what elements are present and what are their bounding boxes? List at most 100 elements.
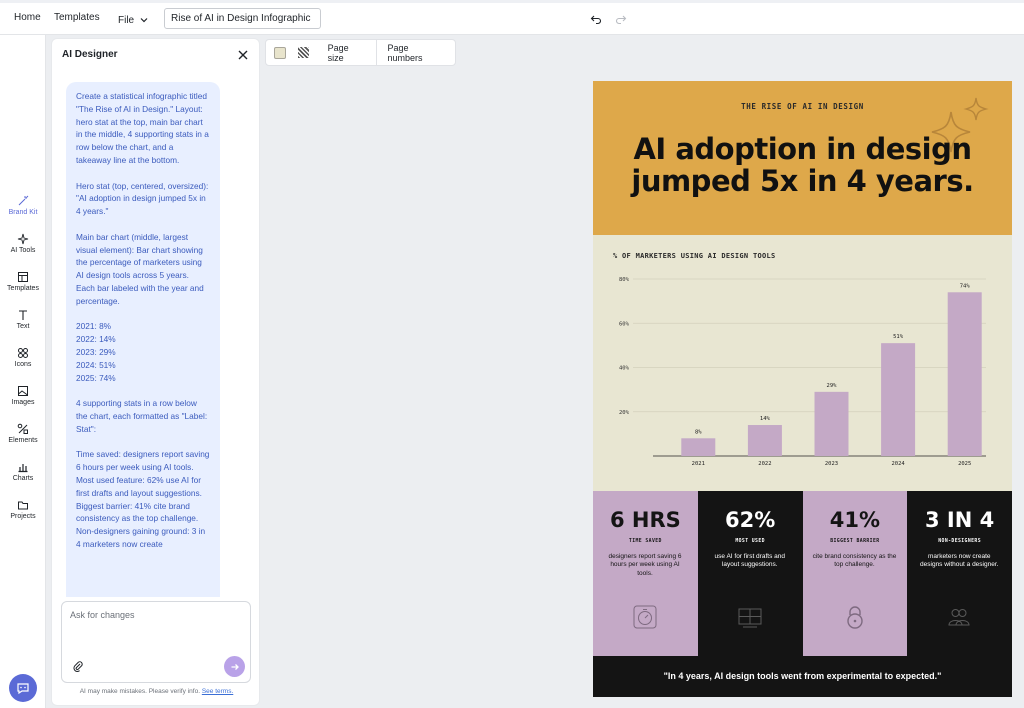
rail-brand-kit-label: Brand Kit: [8, 209, 38, 216]
y-tick-label: 80%: [619, 277, 630, 283]
paperclip-icon[interactable]: [72, 660, 84, 672]
rail-brand-kit[interactable]: Brand Kit: [0, 195, 46, 216]
bar: [747, 425, 782, 456]
rail-elements-label: Elements: [8, 437, 38, 444]
stat-card-non-designers[interactable]: 3 IN 4 NON-DESIGNERS marketers now creat…: [907, 491, 1012, 656]
stats-row: 6 HRS TIME SAVED designers report saving…: [593, 491, 1012, 656]
stat-label: MOST USED: [735, 539, 765, 544]
rail-images[interactable]: Images: [0, 385, 46, 406]
templates-icon: [18, 272, 28, 282]
infographic-page[interactable]: THE RISE OF AI IN DESIGN AI adoption in …: [593, 81, 1012, 697]
rail-text[interactable]: Text: [0, 309, 46, 330]
left-rail: Brand Kit AI Tools Templates Text Icons …: [0, 35, 46, 708]
elements-icon: [17, 423, 28, 434]
rail-charts[interactable]: Charts: [0, 461, 46, 482]
bar: [681, 438, 716, 456]
y-tick-label: 60%: [619, 321, 630, 327]
magic-wand-icon: [18, 195, 29, 206]
lock-icon: [846, 606, 863, 629]
redo-icon[interactable]: [615, 13, 627, 25]
file-menu-button[interactable]: File: [118, 10, 148, 30]
rail-icons[interactable]: Icons: [0, 347, 46, 368]
toolbar-divider: [376, 39, 378, 66]
people-icon: [948, 609, 970, 626]
stat-description: marketers now create designs without a d…: [920, 553, 999, 569]
rail-charts-label: Charts: [12, 475, 34, 482]
stat-card-biggest-barrier[interactable]: 41% BIGGEST BARRIER cite brand consisten…: [802, 491, 908, 656]
bar-value-label: 29%: [827, 383, 838, 389]
stat-value: 6 HRS: [609, 508, 681, 532]
bar-value-label: 51%: [893, 334, 904, 340]
layout-icon: [738, 608, 762, 628]
arrow-right-icon: [231, 663, 239, 670]
stat-description: designers report saving 6 hours per week…: [608, 553, 682, 577]
bar-value-label: 14%: [760, 416, 771, 422]
rail-projects[interactable]: Projects: [0, 499, 46, 520]
page-numbers-button[interactable]: Page numbers: [387, 42, 423, 63]
rail-templates-label: Templates: [7, 285, 39, 292]
rail-icons-label: Icons: [14, 361, 32, 368]
rail-ai-tools-label: AI Tools: [10, 247, 36, 254]
infographic-eyebrow: THE RISE OF AI IN DESIGN: [741, 102, 864, 111]
hero-headline: AI adoption in design jumped 5x in 4 yea…: [593, 133, 1012, 197]
templates-link[interactable]: Templates: [54, 12, 100, 23]
send-button[interactable]: [224, 656, 245, 677]
disclaimer-text: AI may make mistakes. Please verify info…: [79, 688, 201, 695]
undo-icon[interactable]: [590, 13, 602, 25]
hero-section[interactable]: THE RISE OF AI IN DESIGN AI adoption in …: [593, 81, 1012, 235]
rail-text-label: Text: [16, 323, 30, 330]
stat-description: cite brand consistency as the top challe…: [812, 553, 897, 569]
page-size-button[interactable]: Page size: [327, 42, 349, 63]
ai-designer-panel: AI Designer Create a statistical infogra…: [51, 38, 260, 706]
stat-value: 62%: [724, 508, 776, 532]
rail-images-label: Images: [11, 399, 35, 406]
bar-chart[interactable]: 20% 40% 60% 80% 8% 2021 14% 2022 29% 2023 51% 2024 7…: [593, 266, 1012, 471]
background-color-swatch[interactable]: [274, 46, 286, 59]
see-terms-link[interactable]: See terms.: [201, 688, 234, 695]
stat-label: TIME SAVED: [628, 539, 662, 544]
y-tick-label: 40%: [619, 366, 630, 372]
y-tick-label: 20%: [619, 410, 630, 416]
close-icon[interactable]: [236, 48, 250, 62]
home-link[interactable]: Home: [14, 12, 41, 23]
panel-title: AI Designer: [62, 49, 118, 60]
x-tick-label: 2023: [825, 461, 838, 467]
rail-templates[interactable]: Templates: [0, 271, 46, 292]
ask-for-changes-input[interactable]: [70, 610, 240, 650]
bar-value-label: 74%: [960, 283, 971, 289]
stat-value: 3 IN 4: [925, 508, 995, 532]
folder-icon: [18, 501, 28, 510]
bar: [881, 343, 916, 456]
ai-disclaimer: AI may make mistakes. Please verify info…: [52, 688, 261, 695]
rail-elements[interactable]: Elements: [0, 423, 46, 444]
rail-projects-label: Projects: [10, 513, 36, 520]
icons-icon: [18, 348, 28, 358]
top-bar: Home Templates File: [0, 0, 1024, 35]
takeaway-line: "In 4 years, AI design tools went from e…: [593, 656, 1012, 697]
bar: [947, 292, 982, 456]
stat-label: NON-DESIGNERS: [938, 539, 981, 544]
canvas-toolbar: Page size Page numbers: [265, 39, 456, 66]
ai-chat-button[interactable]: [9, 674, 37, 702]
bar: [814, 391, 849, 456]
image-icon: [18, 386, 28, 396]
stat-description: use AI for first drafts and layout sugge…: [714, 553, 785, 569]
file-menu-label: File: [118, 14, 135, 26]
sparkles-icon: [17, 233, 29, 245]
headline-line-2: jumped 5x in 4 years.: [631, 164, 974, 198]
stat-card-most-used[interactable]: 62% MOST USED use AI for first drafts an…: [697, 491, 803, 656]
timer-icon: [633, 605, 657, 629]
chart-title: % OF MARKETERS USING AI DESIGN TOOLS: [613, 252, 776, 260]
stat-card-time-saved[interactable]: 6 HRS TIME SAVED designers report saving…: [593, 491, 698, 656]
text-icon: [19, 310, 27, 320]
stat-label: BIGGEST BARRIER: [830, 539, 880, 544]
headline-line-1: AI adoption in design: [633, 132, 972, 166]
x-tick-label: 2025: [958, 461, 971, 467]
rail-ai-tools[interactable]: AI Tools: [0, 233, 46, 254]
stat-value: 41%: [829, 508, 880, 532]
chart-icon: [18, 464, 28, 473]
document-title-input[interactable]: [164, 8, 321, 29]
chevron-down-icon: [140, 18, 148, 23]
sparkle-icon: [931, 97, 989, 153]
pattern-icon[interactable]: [297, 47, 309, 58]
